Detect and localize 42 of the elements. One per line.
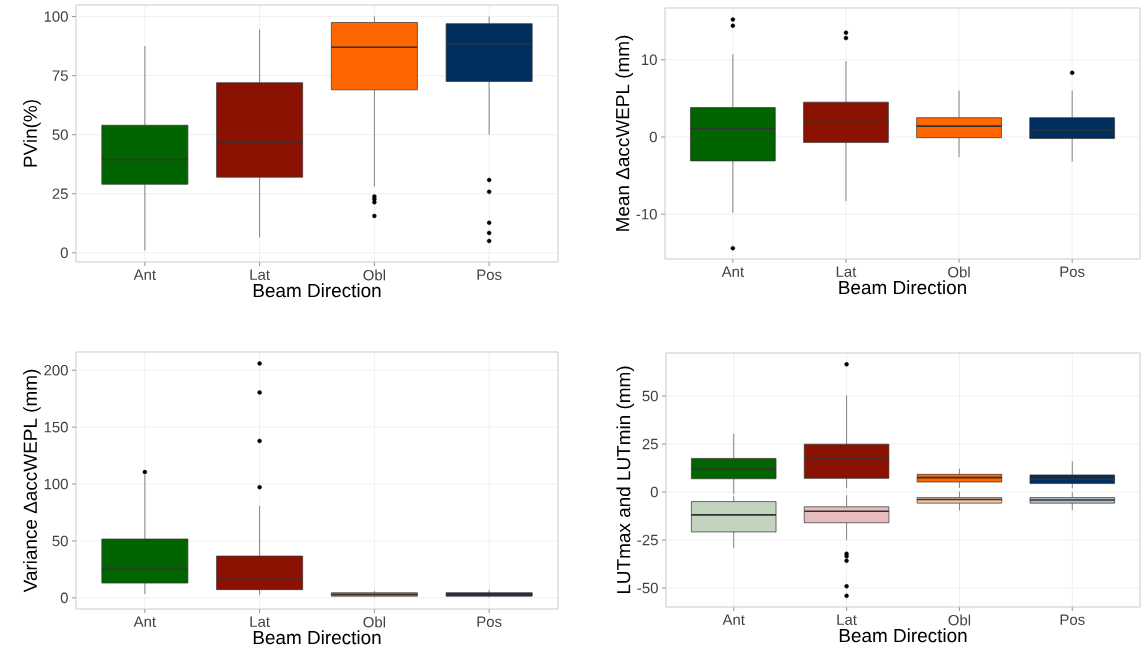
- x-tick-label: Ant: [721, 266, 744, 277]
- y-tick-label: 25: [52, 188, 68, 200]
- y-axis-title: LUTmax and LUTmin (mm): [616, 366, 635, 594]
- y-tick-label: -10: [636, 208, 657, 220]
- x-axis-title: Beam Direction: [839, 628, 967, 643]
- y-tick-label: 50: [52, 535, 68, 547]
- x-tick-label: Obl: [948, 266, 970, 278]
- y-tick-label: -25: [637, 534, 658, 546]
- x-tick-label: Pos: [1060, 266, 1085, 277]
- x-axis-title: Beam Direction: [253, 283, 381, 298]
- x-tick-label: Lat: [250, 269, 270, 280]
- y-tick-label: 0: [649, 131, 657, 143]
- y-tick-label: 150: [44, 421, 68, 433]
- y-tick-label: 100: [44, 478, 68, 490]
- x-tick-label: Ant: [133, 616, 156, 627]
- x-tick-label: Obl: [363, 616, 385, 628]
- x-axis-title: Beam Direction: [253, 630, 381, 645]
- y-tick-label: 0: [650, 486, 658, 498]
- y-tick-label: 25: [642, 438, 658, 450]
- y-tick-label: 50: [642, 390, 658, 402]
- y-tick-label: 50: [52, 129, 68, 140]
- y-tick-label: 75: [52, 70, 68, 81]
- y-tick-label: 0: [60, 247, 68, 259]
- x-axis-title: Beam Direction: [839, 280, 966, 295]
- y-axis-title: Mean ΔaccWEPL (mm): [615, 35, 634, 231]
- y-tick-label: 10: [642, 54, 657, 66]
- x-tick-label: Pos: [477, 616, 502, 627]
- x-tick-label: Lat: [837, 614, 857, 625]
- x-tick-label: Pos: [1060, 614, 1085, 625]
- x-tick-label: Lat: [836, 266, 857, 277]
- y-axis-title: PVin(%): [23, 100, 41, 167]
- x-tick-label: Obl: [948, 614, 971, 626]
- y-axis-title: Variance ΔaccWEPL (mm): [23, 369, 41, 593]
- x-tick-label: Ant: [722, 614, 745, 625]
- x-tick-label: Obl: [363, 269, 385, 281]
- y-tick-label: 200: [44, 364, 68, 376]
- y-tick-label: 100: [44, 11, 68, 22]
- x-tick-label: Lat: [250, 616, 270, 627]
- x-tick-label: Ant: [133, 269, 156, 280]
- y-tick-label: 0: [60, 592, 68, 604]
- x-tick-label: Pos: [477, 269, 502, 280]
- y-tick-label: -50: [637, 582, 658, 594]
